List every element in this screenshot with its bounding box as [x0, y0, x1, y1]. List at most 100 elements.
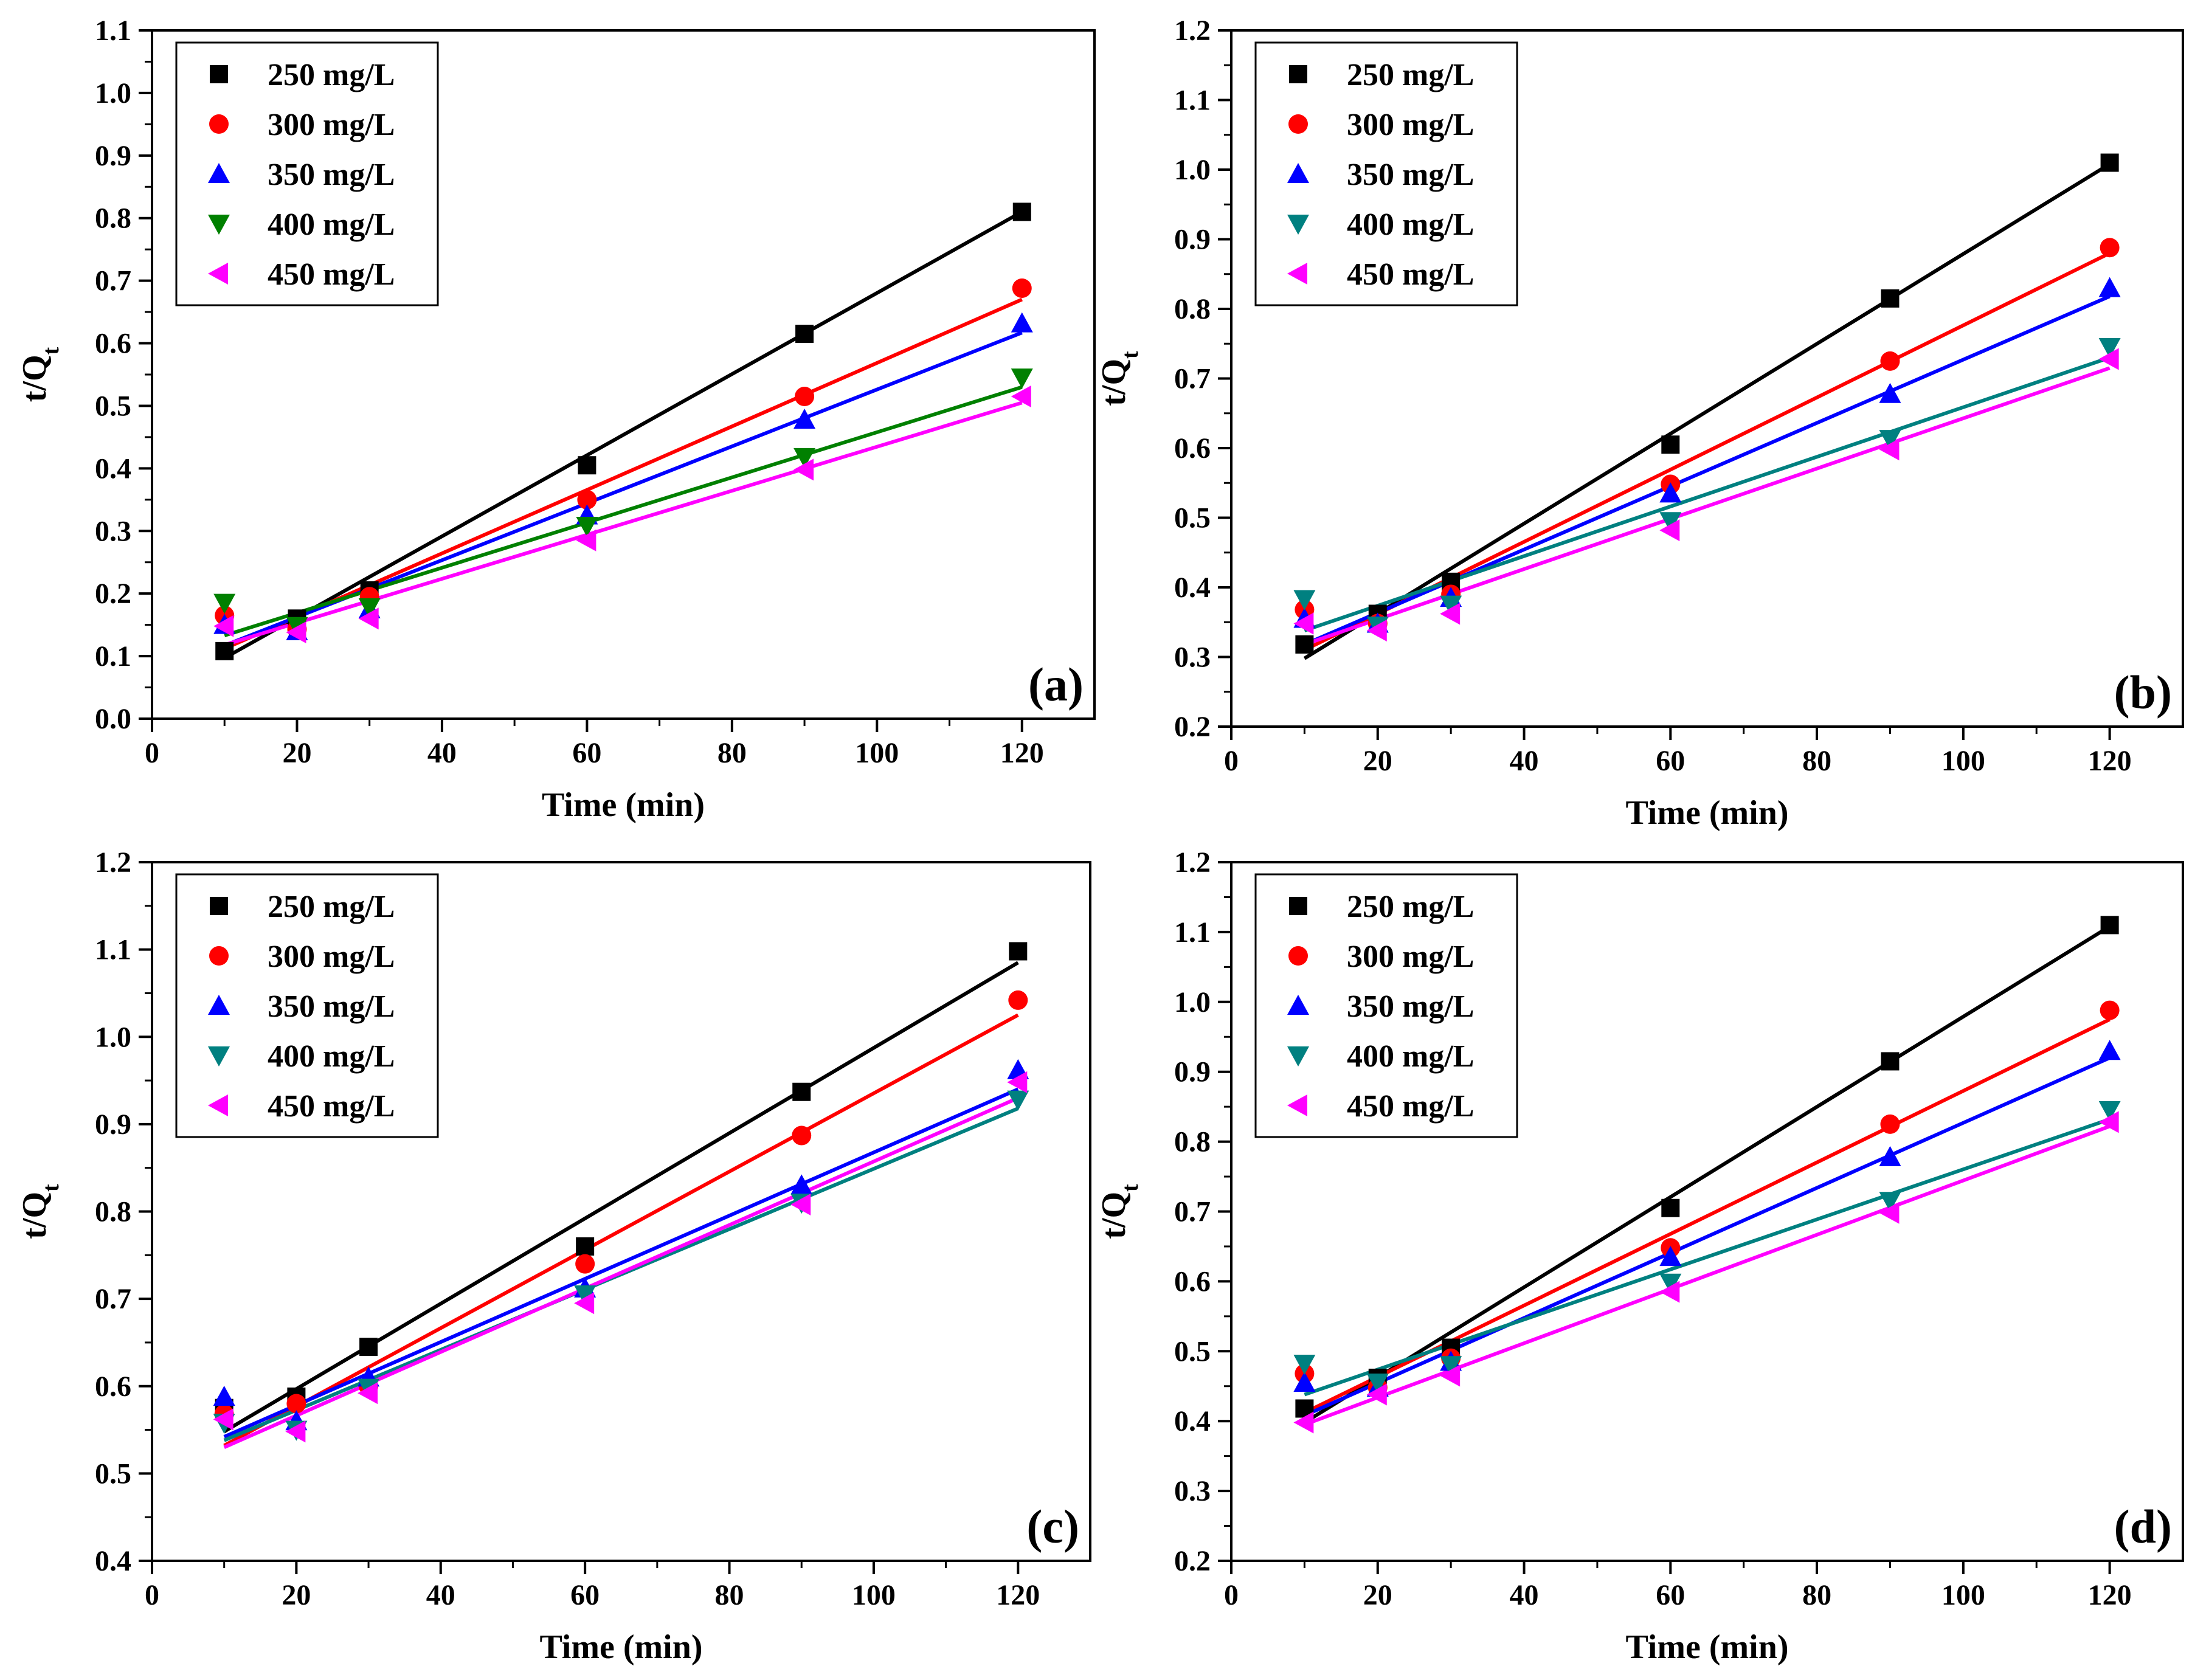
data-point	[1661, 435, 1680, 454]
data-point	[574, 1292, 595, 1315]
data-point	[1879, 1201, 1900, 1224]
data-point	[213, 615, 234, 637]
y-tick-label: 0.6	[95, 1371, 131, 1403]
legend-label: 350 mg/L	[1347, 157, 1474, 192]
fit-line	[1304, 356, 2111, 632]
legend-marker	[1289, 65, 1307, 83]
y-tick-label: 1.1	[95, 934, 131, 966]
x-tick-label: 80	[715, 1579, 744, 1611]
y-tick-label: 0.5	[95, 1457, 131, 1490]
data-point	[1659, 519, 1680, 542]
y-tick-label: 0.9	[95, 1108, 131, 1141]
legend-label: 350 mg/L	[268, 157, 395, 192]
chart-panel: 0 20 40 60 80 100 120 0.2 0.3 0.4 0.5 0.6 0.7 0.8 0.9 1…	[1095, 15, 2184, 832]
data-point	[1659, 482, 1682, 503]
x-axis-title: Time (min)	[539, 1628, 702, 1666]
fit-line	[223, 1087, 1019, 1439]
y-tick-label: 0.6	[95, 328, 131, 360]
legend-marker	[210, 897, 228, 915]
data-point	[1007, 1090, 1029, 1111]
legend-label: 400 mg/L	[268, 207, 395, 242]
legend-marker	[209, 946, 229, 966]
y-tick-label: 1.0	[1174, 154, 1211, 186]
x-tick-label: 20	[282, 1579, 311, 1611]
y-tick-label: 1.0	[95, 77, 131, 109]
data-point	[1879, 430, 1901, 451]
y-axis-title-subscript: t	[1118, 351, 1143, 359]
data-point	[795, 387, 815, 407]
y-tick-label: 1.2	[1174, 15, 1211, 47]
x-tick-label: 100	[852, 1579, 896, 1611]
data-point	[1011, 385, 1031, 408]
x-tick-label: 120	[996, 1579, 1040, 1611]
fit-line	[1304, 1124, 2111, 1426]
data-point	[2100, 153, 2119, 172]
legend-marker	[1287, 995, 1309, 1015]
fit-line	[224, 385, 1023, 637]
legend-label: 450 mg/L	[1347, 1089, 1474, 1124]
y-tick-label: 0.9	[95, 140, 131, 172]
legend-marker	[1288, 114, 1308, 134]
legend-marker	[1287, 1094, 1307, 1116]
x-tick-label: 120	[1000, 737, 1044, 769]
data-point	[215, 641, 234, 660]
legend-label: 450 mg/L	[268, 257, 395, 292]
y-tick-label: 1.1	[1174, 916, 1211, 949]
panel-label: (c)	[1026, 1500, 1079, 1553]
data-point	[1881, 289, 1900, 308]
legend-marker	[208, 1094, 228, 1116]
legend-marker	[1288, 946, 1308, 966]
fit-line	[1303, 925, 2111, 1425]
data-point	[1440, 1356, 1462, 1377]
x-tick-label: 80	[1802, 745, 1831, 777]
x-tick-label: 40	[427, 737, 457, 769]
data-point	[1293, 1372, 1316, 1392]
fit-line	[1303, 162, 2111, 660]
data-point	[213, 1408, 233, 1431]
y-tick-label: 0.7	[95, 1283, 131, 1315]
y-tick-label: 0.9	[1174, 224, 1211, 256]
data-point	[1879, 1146, 1901, 1166]
data-point	[792, 1082, 811, 1101]
data-point	[2098, 1040, 2121, 1060]
data-point	[1879, 382, 1901, 403]
y-axis-title-subscript: t	[38, 347, 64, 354]
fit-line	[223, 961, 1019, 1434]
fit-line	[223, 210, 1023, 660]
legend-marker	[1289, 897, 1307, 915]
y-axis-title: t/Qt	[16, 1184, 64, 1239]
y-tick-label: 0.4	[1174, 1405, 1211, 1437]
data-point	[358, 607, 379, 630]
x-tick-label: 60	[1656, 745, 1685, 777]
legend-marker	[208, 995, 230, 1015]
data-point	[793, 458, 814, 481]
data-point	[1293, 1354, 1316, 1375]
legend-marker	[1287, 263, 1307, 285]
data-point	[1293, 612, 1314, 635]
x-axis-title: Time (min)	[542, 786, 705, 824]
chart-panel: 0 20 40 60 80 100 120 0.4 0.5 0.6 0.7 0.8 0.9 1.0 1.1 1…	[16, 846, 1091, 1666]
data-point	[577, 489, 597, 510]
x-tick-label: 60	[570, 1579, 600, 1611]
legend-label: 350 mg/L	[1347, 989, 1474, 1024]
data-point	[1293, 1411, 1314, 1434]
data-point	[1295, 635, 1314, 654]
data-point	[1366, 619, 1387, 641]
y-tick-label: 0.6	[1174, 432, 1211, 465]
fit-line	[224, 297, 1023, 651]
data-point	[2098, 337, 2121, 358]
x-tick-label: 0	[1224, 1579, 1239, 1611]
legend-marker	[1287, 163, 1309, 183]
y-tick-label: 0.8	[1174, 1126, 1211, 1158]
fit-line	[1304, 1117, 2111, 1397]
fit-line	[223, 1096, 1019, 1450]
data-point	[1009, 942, 1028, 961]
chart-panel: 0 20 40 60 80 100 120 0.2 0.3 0.4 0.5 0.6 0.7 0.8 0.9 1…	[1095, 846, 2184, 1666]
x-tick-label: 120	[2088, 1579, 2132, 1611]
x-tick-label: 40	[1510, 745, 1539, 777]
data-point	[578, 456, 596, 475]
data-point	[2098, 348, 2119, 370]
data-point	[1879, 438, 1900, 461]
data-point	[1007, 1071, 1028, 1093]
